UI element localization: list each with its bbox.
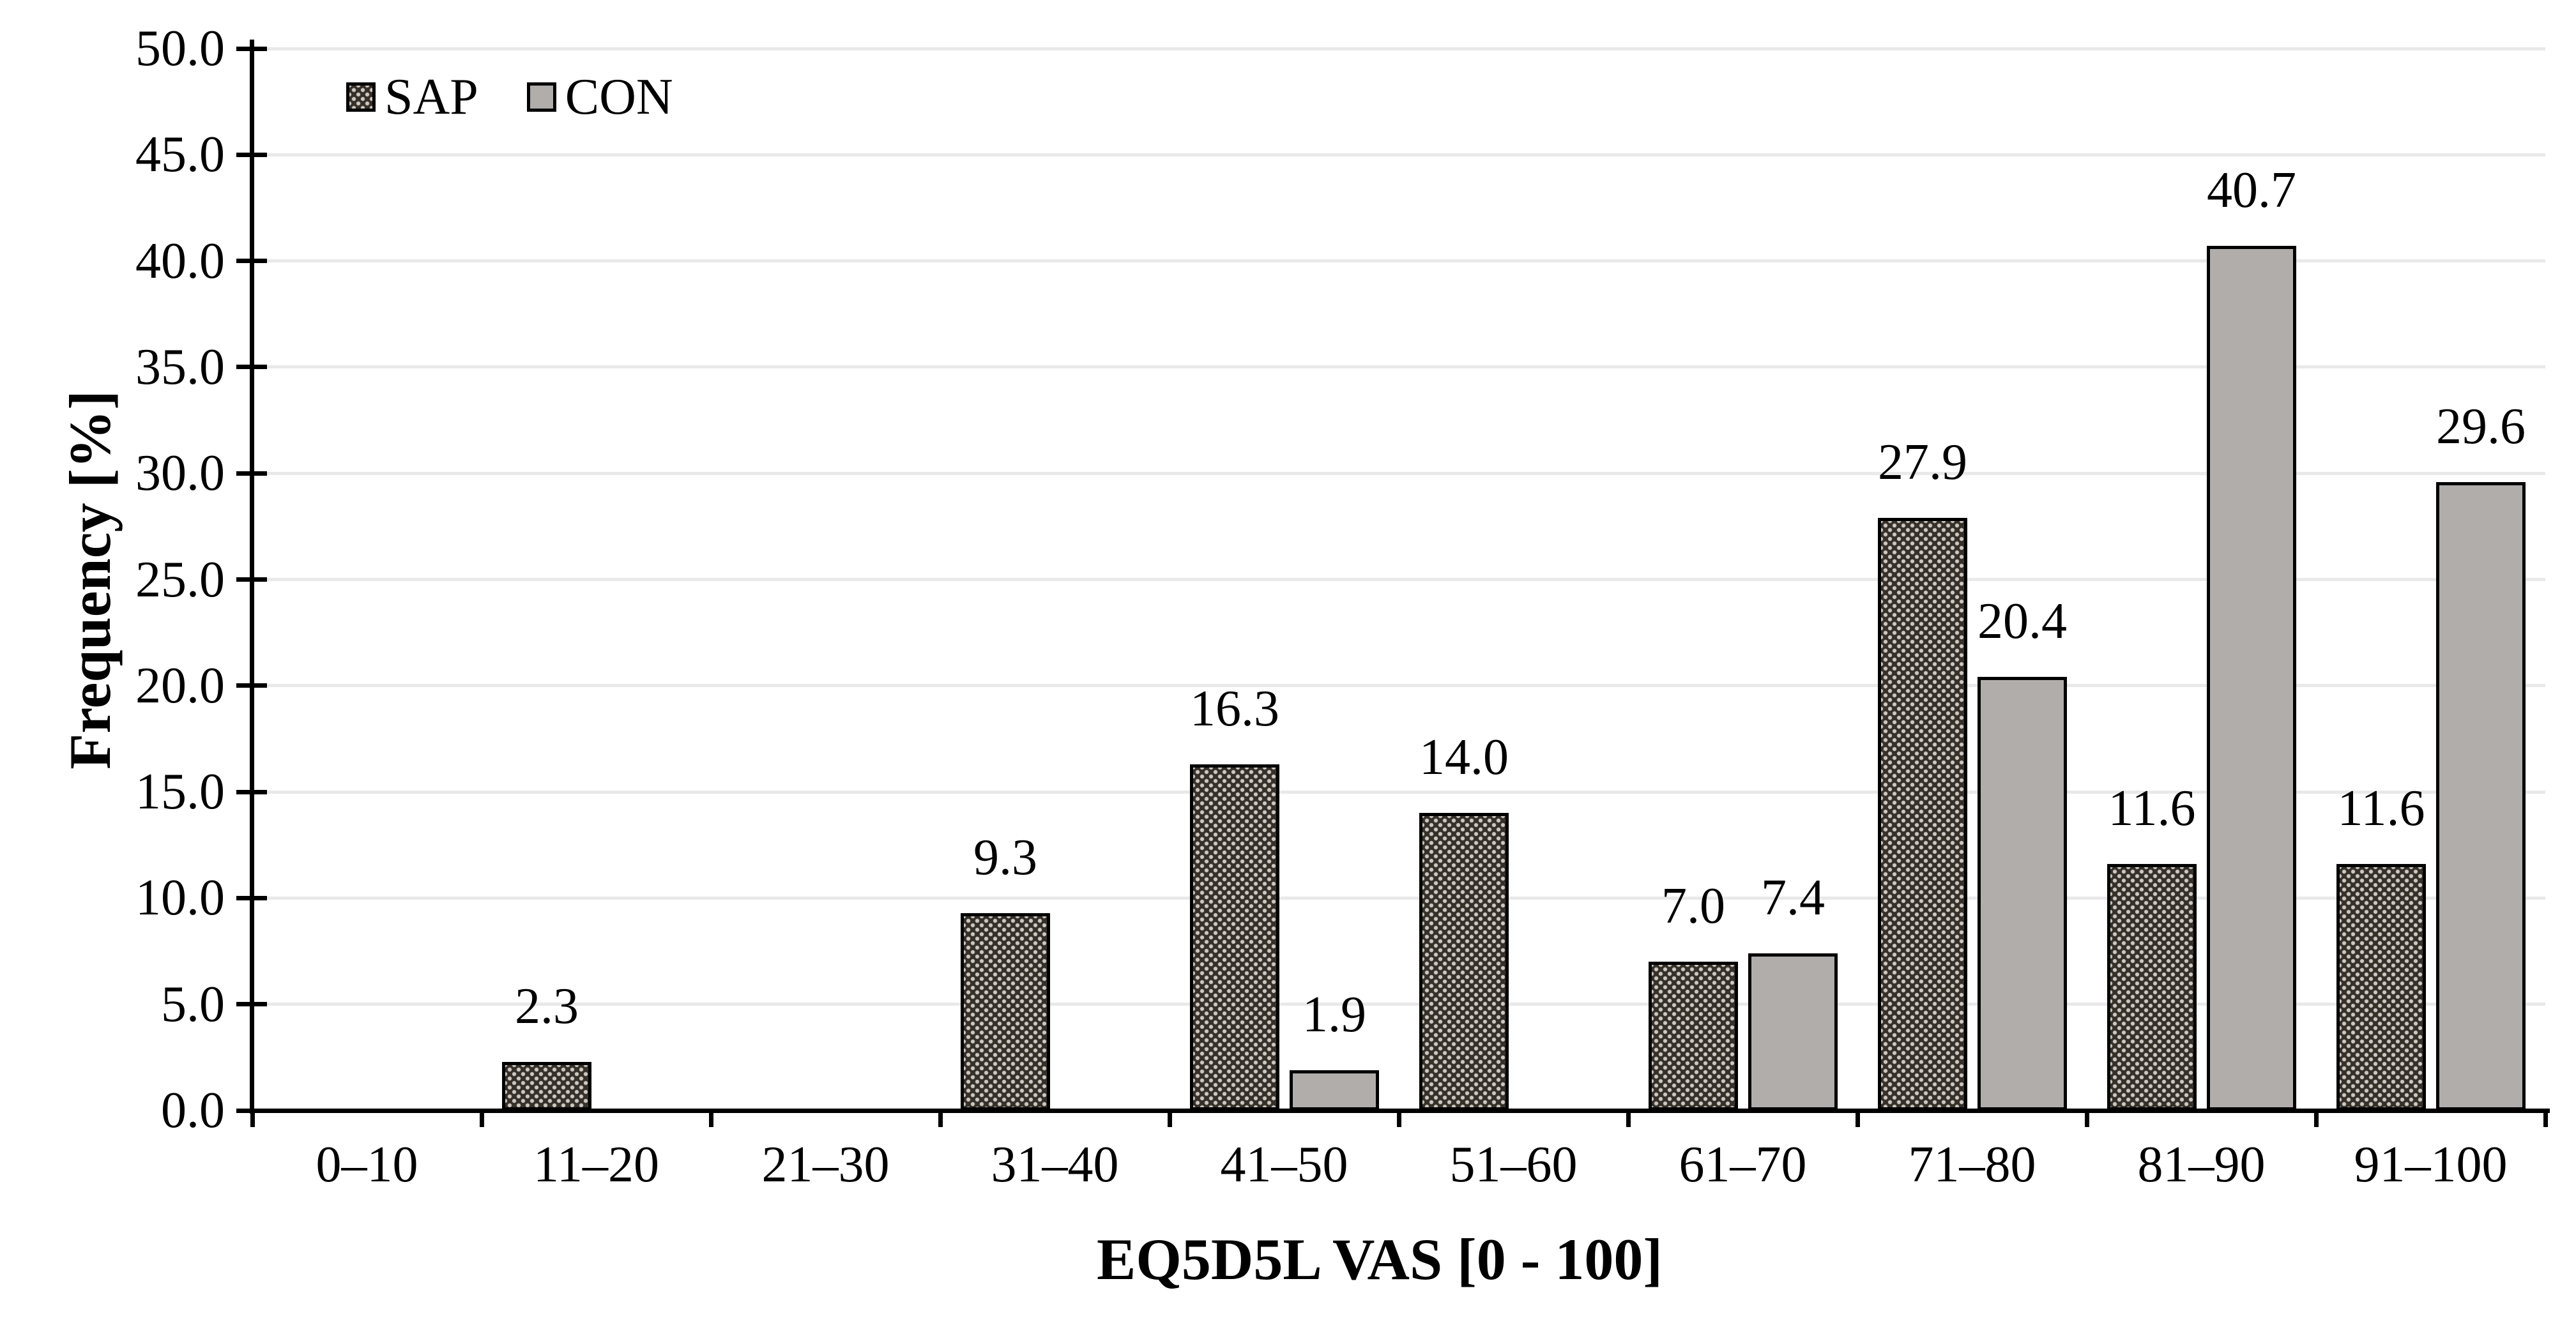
- legend-label-con: CON: [565, 69, 673, 125]
- legend-swatch-con: [526, 82, 556, 112]
- y-tick-label-10: 10.0: [135, 870, 225, 927]
- gridline-45: [254, 153, 2545, 156]
- bar-sap-11–20: [502, 1062, 591, 1110]
- y-tick-40: [236, 259, 267, 264]
- y-tick-35: [236, 365, 267, 370]
- category-label-81–90: 81–90: [2137, 1137, 2266, 1193]
- category-label-41–50: 41–50: [1220, 1137, 1348, 1193]
- legend-item-sap: SAP: [346, 72, 478, 123]
- y-tick-5: [236, 1002, 267, 1007]
- x-tick-2: [708, 1110, 713, 1127]
- gridline-25: [254, 578, 2545, 581]
- x-tick-5: [1396, 1110, 1401, 1127]
- gridline-35: [254, 365, 2545, 369]
- bar-con-41–50: [1290, 1070, 1379, 1110]
- bar-sap-91–100: [2336, 864, 2426, 1110]
- y-tick-25: [236, 577, 267, 582]
- bar-sap-41–50: [1190, 764, 1279, 1110]
- bar-sap-51–60: [1419, 813, 1509, 1110]
- bar-value-con-61–70: 7.4: [1761, 870, 1825, 926]
- legend-label-sap: SAP: [385, 69, 478, 125]
- y-axis: [250, 40, 254, 1114]
- category-label-0–10: 0–10: [316, 1137, 418, 1193]
- y-tick-label-30: 30.0: [135, 445, 225, 502]
- bar-value-sap-31–40: 9.3: [973, 829, 1037, 886]
- y-tick-label-40: 40.0: [135, 232, 225, 289]
- y-tick-label-25: 25.0: [135, 551, 225, 608]
- category-label-61–70: 61–70: [1679, 1137, 1807, 1193]
- x-tick-10: [2543, 1110, 2548, 1127]
- gridline-50: [254, 47, 2545, 50]
- bar-con-61–70: [1748, 953, 1838, 1110]
- x-tick-7: [1855, 1110, 1860, 1127]
- bar-con-71–80: [1978, 677, 2067, 1110]
- category-label-11–20: 11–20: [533, 1137, 660, 1193]
- bar-value-sap-51–60: 14.0: [1419, 729, 1509, 785]
- bar-value-sap-61–70: 7.0: [1661, 878, 1725, 934]
- gridline-40: [254, 259, 2545, 263]
- bar-sap-61–70: [1649, 962, 1738, 1110]
- x-tick-1: [479, 1110, 484, 1127]
- y-tick-label-35: 35.0: [135, 338, 225, 395]
- y-tick-label-50: 50.0: [135, 20, 225, 77]
- x-tick-6: [1626, 1110, 1631, 1127]
- x-axis-title: EQ5D5L VAS [0 - 100]: [1096, 1227, 1663, 1292]
- x-tick-9: [2313, 1110, 2319, 1127]
- y-tick-label-45: 45.0: [135, 126, 225, 183]
- bar-value-sap-91–100: 11.6: [2337, 780, 2425, 837]
- gridline-20: [254, 684, 2545, 688]
- y-tick-label-0: 0.0: [161, 1082, 225, 1139]
- y-tick-label-15: 15.0: [135, 764, 225, 821]
- legend-swatch-sap: [346, 82, 376, 112]
- y-tick-15: [236, 789, 267, 794]
- y-tick-45: [236, 152, 267, 157]
- y-tick-30: [236, 471, 267, 476]
- x-tick-8: [2084, 1110, 2089, 1127]
- gridline-10: [254, 896, 2545, 900]
- y-tick-50: [236, 46, 267, 51]
- y-tick-label-20: 20.0: [135, 657, 225, 714]
- bar-con-91–100: [2436, 482, 2526, 1110]
- bar-value-con-71–80: 20.4: [1978, 593, 2067, 649]
- bar-value-con-81–90: 40.7: [2207, 162, 2296, 218]
- bar-sap-71–80: [1878, 518, 1967, 1110]
- y-tick-10: [236, 895, 267, 900]
- bar-value-con-41–50: 1.9: [1302, 987, 1366, 1043]
- y-tick-label-5: 5.0: [161, 976, 225, 1033]
- bar-value-con-91–100: 29.6: [2436, 398, 2526, 455]
- category-label-71–80: 71–80: [1908, 1137, 2036, 1193]
- bar-con-81–90: [2207, 246, 2296, 1110]
- bar-sap-81–90: [2107, 864, 2197, 1110]
- bar-value-sap-81–90: 11.6: [2108, 780, 2196, 837]
- bar-value-sap-41–50: 16.3: [1190, 681, 1279, 737]
- bar-value-sap-11–20: 2.3: [515, 978, 579, 1034]
- bar-sap-31–40: [961, 913, 1050, 1110]
- category-label-21–30: 21–30: [761, 1137, 890, 1193]
- category-label-31–40: 31–40: [991, 1137, 1119, 1193]
- gridline-30: [254, 471, 2545, 475]
- legend-item-con: CON: [526, 69, 673, 125]
- gridline-15: [254, 790, 2545, 794]
- legend: SAP CON: [346, 72, 673, 123]
- x-tick-3: [938, 1110, 943, 1127]
- x-tick-4: [1167, 1110, 1172, 1127]
- gridline-5: [254, 1003, 2545, 1006]
- x-tick-0: [250, 1110, 255, 1127]
- category-label-51–60: 51–60: [1449, 1137, 1578, 1193]
- category-label-91–100: 91–100: [2354, 1137, 2508, 1193]
- y-tick-20: [236, 683, 267, 688]
- bar-value-sap-71–80: 27.9: [1878, 434, 1967, 490]
